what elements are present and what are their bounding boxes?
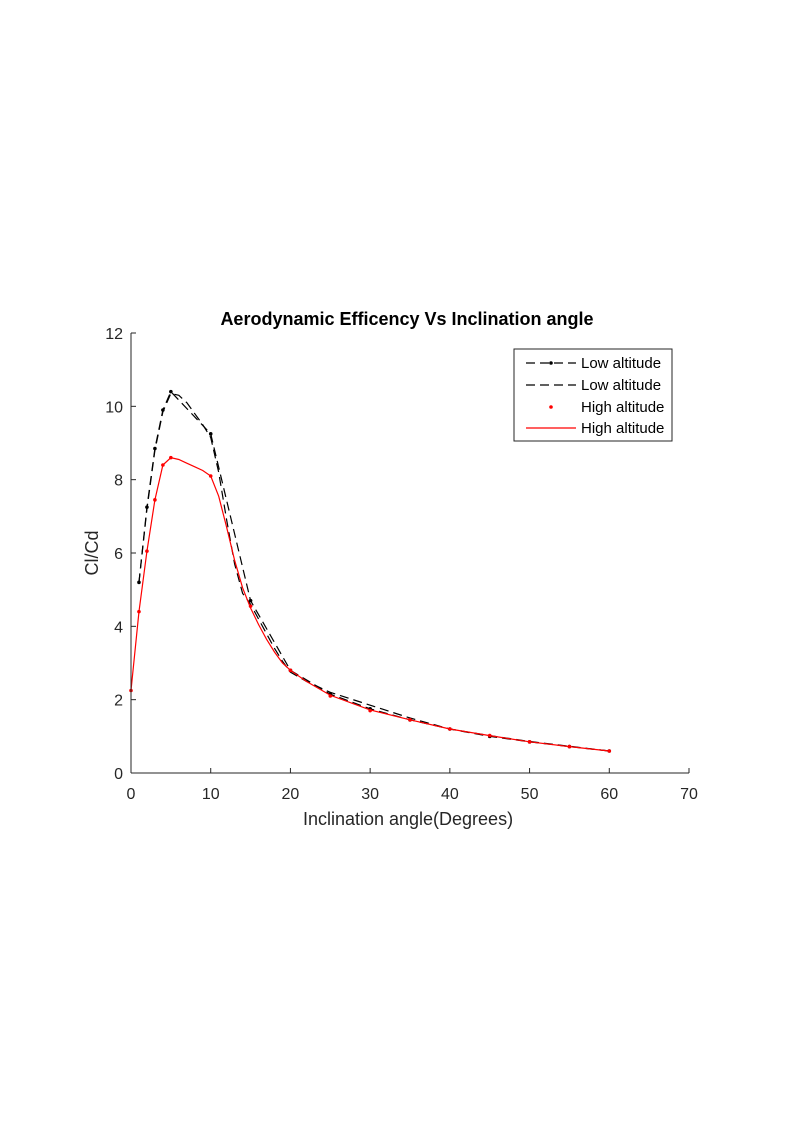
x-tick-label: 60: [600, 786, 618, 803]
x-tick-label: 40: [441, 786, 459, 803]
y-ticks: 0 2 4 6 8 10 12: [105, 326, 136, 783]
legend-entries: Low altitude Low altitude High altitude Hig…: [526, 355, 664, 437]
x-tick-label: 30: [361, 786, 379, 803]
chart-title: Aerodynamic Efficency Vs Inclination ang…: [220, 309, 593, 329]
legend-marker-sample: [549, 361, 553, 365]
y-tick-label: 12: [105, 326, 123, 343]
x-tick-label: 10: [202, 786, 220, 803]
legend: Low altitude Low altitude High altitude Hig…: [513, 348, 673, 442]
y-tick-label: 8: [114, 473, 123, 490]
x-tick-label: 20: [282, 786, 300, 803]
series-line-4: [130, 457, 610, 752]
x-ticks: 0 10 20 30 40 50 60 70: [127, 768, 698, 803]
series-1-point: [169, 389, 173, 394]
y-axis-label: Cl/Cd: [82, 530, 102, 575]
x-tick-label: 0: [127, 786, 136, 803]
series-line-1: [138, 390, 610, 752]
series-line-2: [138, 392, 610, 752]
series-1-point: [248, 598, 253, 603]
legend-marker-sample: [549, 405, 553, 409]
plot-series: [129, 389, 612, 753]
y-tick-label: 6: [114, 546, 123, 563]
series-1-point: [208, 432, 213, 436]
x-tick-label: 50: [521, 786, 539, 803]
legend-label: Low altitude: [581, 377, 661, 394]
x-tick-label: 70: [680, 786, 698, 803]
y-tick-label: 4: [114, 619, 123, 636]
legend-label: Low altitude: [581, 355, 661, 372]
legend-box: [513, 348, 673, 442]
y-tick-label: 0: [114, 766, 123, 783]
y-tick-label: 2: [114, 693, 123, 710]
y-tick-label: 10: [105, 399, 123, 416]
legend-label: High altitude: [581, 399, 664, 416]
x-axis-label: Inclination angle(Degrees): [303, 809, 513, 829]
legend-label: High altitude: [581, 420, 664, 437]
